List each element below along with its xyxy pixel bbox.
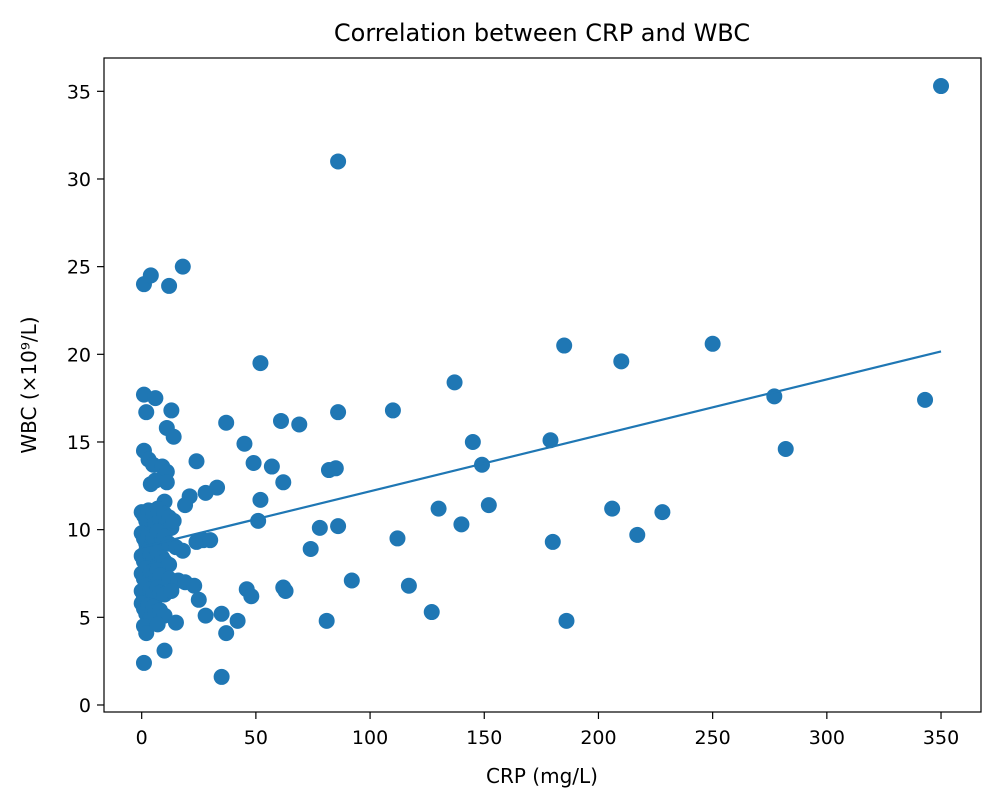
y-tick-label: 10 (67, 520, 91, 542)
data-point (384, 402, 401, 419)
y-tick-label: 15 (67, 432, 91, 454)
y-axis-ticks: 0 5 10 15 20 25 30 35 (67, 81, 104, 717)
y-tick-label: 20 (67, 344, 91, 366)
data-point (202, 532, 219, 549)
y-tick-label: 25 (67, 257, 91, 279)
data-point (174, 542, 191, 559)
data-points (133, 78, 950, 685)
data-point (327, 460, 344, 477)
data-point (318, 612, 335, 629)
data-point (933, 78, 950, 95)
data-point (245, 455, 262, 472)
data-point (277, 583, 294, 600)
data-point (135, 654, 152, 671)
data-point (209, 479, 226, 496)
data-point (777, 440, 794, 457)
x-tick-label: 150 (466, 727, 502, 749)
x-tick-label: 350 (923, 727, 959, 749)
data-point (177, 497, 194, 514)
data-point (654, 504, 671, 521)
data-point (158, 474, 175, 491)
x-axis-label: CRP (mg/L) (486, 764, 598, 788)
data-point (917, 391, 934, 408)
data-point (343, 572, 360, 589)
data-point (138, 625, 155, 642)
data-point (311, 519, 328, 536)
data-point (163, 402, 180, 419)
data-point (229, 612, 246, 629)
data-point (704, 335, 721, 352)
data-point (542, 432, 559, 449)
data-point (629, 526, 646, 543)
data-point (156, 642, 173, 659)
data-point (252, 355, 269, 372)
data-point (243, 588, 260, 605)
x-tick-label: 300 (809, 727, 845, 749)
data-point (389, 530, 406, 547)
data-point (275, 474, 292, 491)
data-point (330, 153, 347, 170)
data-point (161, 277, 178, 294)
trendline-group (141, 350, 942, 549)
data-point (213, 668, 230, 685)
data-point (302, 540, 319, 557)
data-point (400, 577, 417, 594)
y-axis-label: WBC (×10⁹/L) (17, 316, 41, 453)
x-axis-ticks: 0 50 100 150 200 250 300 350 (136, 712, 959, 749)
data-point (613, 353, 630, 370)
plot-area (133, 78, 950, 685)
y-tick-label: 0 (79, 695, 91, 717)
y-tick-label: 5 (79, 607, 91, 629)
data-point (165, 512, 182, 529)
data-point (453, 516, 470, 533)
data-point (556, 337, 573, 354)
axes-frame (103, 57, 982, 713)
data-point (604, 500, 621, 517)
x-tick-label: 0 (136, 727, 148, 749)
data-point (544, 533, 561, 550)
data-point (291, 416, 308, 433)
x-tick-label: 250 (695, 727, 731, 749)
data-point (263, 458, 280, 475)
data-point (149, 616, 166, 633)
data-point (218, 414, 235, 431)
data-point (186, 577, 203, 594)
data-point (163, 583, 180, 600)
data-point (330, 518, 347, 535)
x-tick-label: 100 (352, 727, 388, 749)
data-point (330, 404, 347, 421)
data-point (423, 604, 440, 621)
trendline (141, 350, 942, 549)
chart-title: Correlation between CRP and WBC (334, 19, 750, 47)
data-point (464, 433, 481, 450)
data-point (236, 435, 253, 452)
y-tick-label: 30 (67, 169, 91, 191)
data-point (272, 412, 289, 429)
data-point (190, 591, 207, 608)
data-point (558, 612, 575, 629)
data-point (147, 390, 164, 407)
y-tick-label: 35 (67, 81, 91, 103)
data-point (188, 453, 205, 470)
data-point (165, 428, 182, 445)
data-point (138, 404, 155, 421)
data-point (167, 614, 184, 631)
data-point (174, 258, 191, 275)
data-point (480, 497, 497, 514)
data-point (252, 491, 269, 508)
data-point (430, 500, 447, 517)
data-point (218, 625, 235, 642)
data-point (446, 374, 463, 391)
data-point (197, 607, 214, 624)
x-tick-label: 50 (244, 727, 268, 749)
data-point (142, 267, 159, 284)
data-point (213, 605, 230, 622)
x-tick-label: 200 (580, 727, 616, 749)
